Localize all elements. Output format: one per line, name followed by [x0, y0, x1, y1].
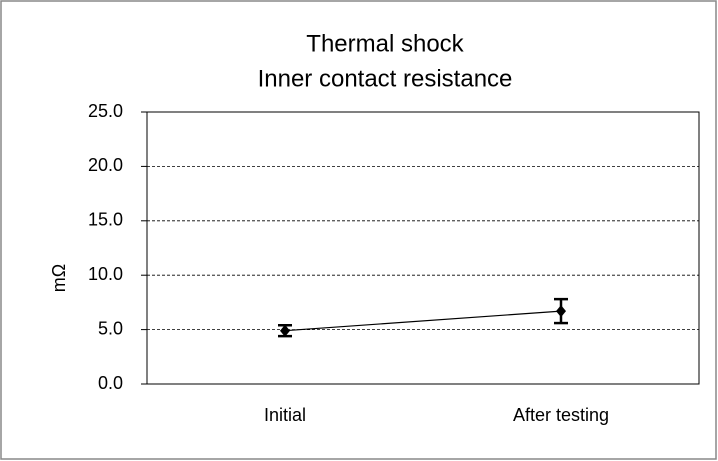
x-tick-label: Initial	[264, 405, 306, 425]
marker	[556, 305, 566, 318]
y-tick-label: 5.0	[98, 318, 123, 338]
y-tick-label: 10.0	[88, 264, 123, 284]
y-tick-label: 25.0	[88, 101, 123, 121]
marker	[280, 324, 290, 337]
chart-title: Thermal shock	[306, 30, 464, 57]
y-tick-label: 15.0	[88, 210, 123, 230]
data-line	[284, 310, 562, 332]
y-tick-label: 20.0	[88, 155, 123, 175]
plot-area	[146, 111, 700, 385]
y-tick-label: 0.0	[98, 373, 123, 393]
x-tick-label: After testing	[513, 405, 609, 425]
chart-title: Inner contact resistance	[258, 65, 513, 92]
y-axis-label: mΩ	[49, 264, 69, 292]
